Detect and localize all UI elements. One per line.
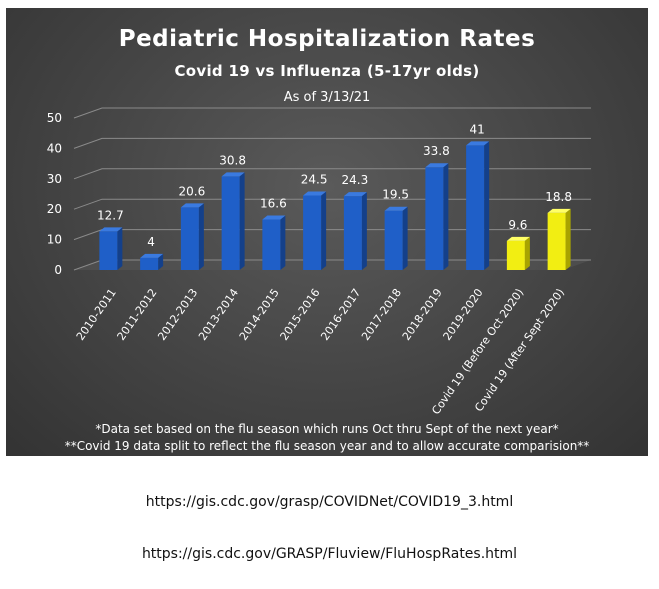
footnote-1: *Data set based on the flu season which … bbox=[95, 422, 559, 436]
bar-side bbox=[402, 206, 408, 270]
y-tick-label: 50 bbox=[47, 111, 62, 125]
gridline bbox=[73, 107, 591, 119]
bar-top bbox=[466, 141, 490, 146]
gridline bbox=[73, 137, 591, 149]
chart-title: Pediatric Hospitalization Rates bbox=[118, 26, 536, 52]
bar-top bbox=[425, 163, 449, 168]
bar-top bbox=[140, 253, 164, 258]
chart-subtitle: Covid 19 vs Influenza (5-17yr olds) bbox=[174, 62, 480, 80]
y-tick-label: 20 bbox=[47, 202, 62, 216]
x-tick-label: 2012-2013 bbox=[155, 286, 200, 343]
footnote-2: **Covid 19 data split to reflect the flu… bbox=[64, 439, 590, 453]
source-link-fluview[interactable]: https://gis.cdc.gov/GRASP/Fluview/FluHos… bbox=[141, 546, 518, 562]
bar bbox=[547, 212, 566, 270]
bar-top bbox=[99, 227, 123, 232]
bar bbox=[180, 207, 199, 270]
bar-side bbox=[239, 172, 245, 270]
bar-side bbox=[198, 203, 204, 270]
data-label: 20.6 bbox=[179, 184, 206, 198]
x-tick-label: 2019-2020 bbox=[441, 286, 486, 343]
y-tick-label: 30 bbox=[47, 172, 62, 186]
bar-top bbox=[384, 206, 408, 211]
data-label: 12.7 bbox=[97, 208, 124, 222]
source-link-covidnet[interactable]: https://gis.cdc.gov/grasp/COVIDNet/COVID… bbox=[145, 494, 514, 510]
bar-side bbox=[117, 227, 123, 270]
bar bbox=[343, 196, 362, 270]
data-label: 24.5 bbox=[301, 173, 328, 187]
data-label: 9.6 bbox=[508, 218, 527, 232]
bar-side bbox=[158, 253, 164, 270]
bar bbox=[140, 257, 159, 270]
chart-panel: Pediatric Hospitalization Rates Covid 19… bbox=[6, 8, 648, 456]
bar-top bbox=[303, 191, 327, 196]
bar bbox=[99, 231, 118, 270]
bar-side bbox=[321, 191, 327, 270]
gridline bbox=[73, 168, 591, 180]
bar-top bbox=[180, 203, 204, 208]
bar bbox=[262, 219, 281, 270]
bar-side bbox=[361, 192, 367, 270]
y-tick-label: 0 bbox=[54, 263, 62, 277]
bar-side bbox=[280, 215, 286, 270]
x-tick-label: 2010-2011 bbox=[74, 286, 119, 343]
as-of-date: As of 3/13/21 bbox=[283, 90, 371, 105]
data-label: 16.6 bbox=[260, 197, 287, 211]
bar bbox=[466, 145, 485, 270]
bar-top bbox=[221, 172, 245, 177]
bar bbox=[221, 176, 240, 270]
x-tick-label: 2018-2019 bbox=[400, 286, 445, 343]
bar bbox=[506, 240, 525, 270]
bar-chart: 0 10 20 30 40 50 12.7 2010-2011 4 2011-2012 20.6 20… bbox=[47, 107, 591, 417]
y-tick-label: 40 bbox=[47, 141, 62, 155]
bar-side bbox=[565, 208, 571, 270]
x-tick-label: 2015-2016 bbox=[278, 286, 323, 343]
gridline bbox=[73, 198, 591, 210]
bar-top bbox=[343, 192, 367, 197]
bar bbox=[303, 195, 322, 270]
data-label: 24.3 bbox=[342, 173, 369, 187]
data-label: 33.8 bbox=[423, 144, 450, 158]
y-tick-label: 10 bbox=[47, 233, 62, 247]
data-label: 19.5 bbox=[382, 188, 409, 202]
bar bbox=[384, 210, 403, 270]
data-label: 41 bbox=[469, 122, 484, 136]
bar-top bbox=[506, 236, 530, 241]
bar bbox=[425, 167, 444, 270]
bar-top bbox=[262, 215, 286, 220]
bar-side bbox=[484, 141, 490, 270]
x-tick-label: 2016-2017 bbox=[318, 286, 363, 343]
bar-side bbox=[524, 236, 530, 270]
x-tick-label: 2017-2018 bbox=[359, 286, 404, 343]
data-label: 30.8 bbox=[219, 153, 246, 167]
bar-side bbox=[443, 163, 449, 270]
data-label: 18.8 bbox=[545, 190, 572, 204]
data-label: 4 bbox=[147, 235, 155, 249]
x-tick-label: 2011-2012 bbox=[115, 286, 160, 343]
x-tick-label: 2013-2014 bbox=[196, 286, 241, 343]
bar-top bbox=[547, 208, 571, 213]
x-tick-label: 2014-2015 bbox=[237, 286, 282, 343]
